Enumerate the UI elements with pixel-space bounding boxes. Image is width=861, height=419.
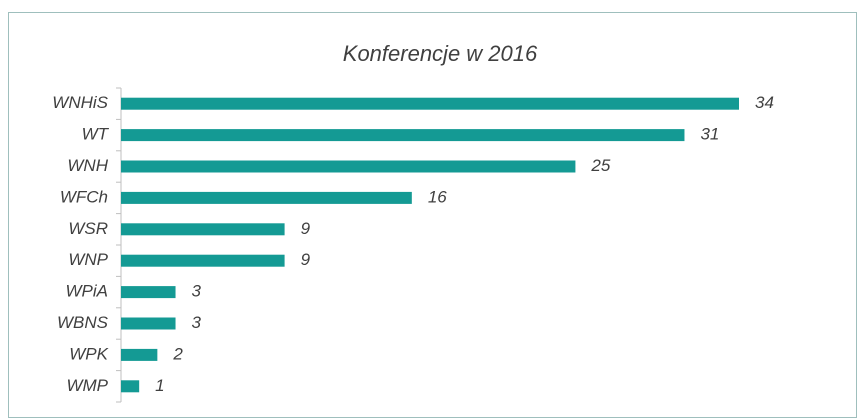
category-label: WSR [68,219,108,238]
value-label: 25 [590,156,610,175]
bar [121,254,285,267]
bar [121,129,685,142]
chart-title: Konferencje w 2016 [343,41,538,66]
category-label: WBNS [57,313,109,332]
category-label: WNH [67,156,108,175]
value-label: 16 [428,187,447,206]
category-label: WPK [69,344,108,363]
category-label: WNHiS [52,93,108,112]
category-label: WT [82,125,110,144]
value-label: 31 [700,125,719,144]
bar [121,348,158,361]
bar [121,223,285,236]
value-label: 3 [192,313,202,332]
value-label: 2 [172,344,183,363]
category-label: WNP [68,250,108,269]
category-label: WPiA [66,282,109,301]
value-label: 9 [301,250,311,269]
value-label: 34 [755,93,774,112]
bar [121,286,176,299]
value-label: 9 [301,219,311,238]
category-label: WFCh [60,187,108,206]
bar [121,160,576,173]
bar [121,380,140,393]
bar [121,97,739,110]
bar [121,317,176,330]
category-label: WMP [66,376,108,395]
bar [121,191,412,204]
value-label: 3 [192,282,202,301]
value-label: 1 [155,376,164,395]
chart-frame [8,12,857,418]
